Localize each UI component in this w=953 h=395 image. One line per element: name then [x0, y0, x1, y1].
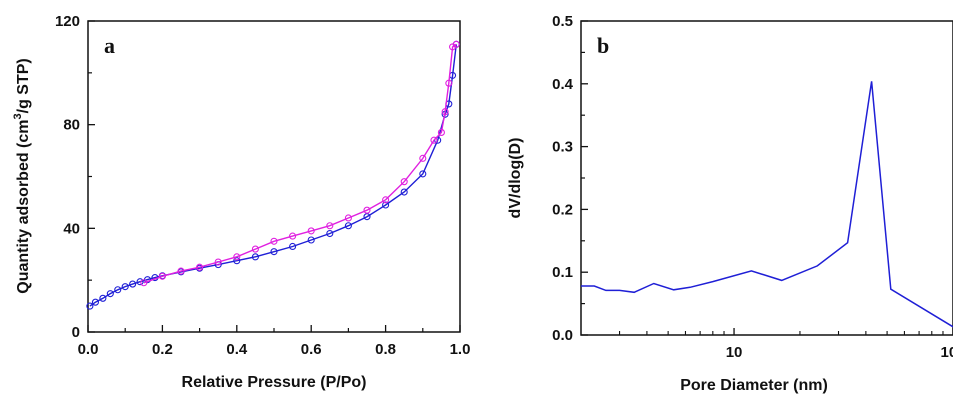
desorption-point [441, 108, 449, 116]
desorption-point [289, 232, 297, 240]
adsorption-point [419, 170, 427, 178]
adsorption-point [114, 286, 122, 294]
desorption-point [400, 178, 408, 186]
adsorption-point [86, 302, 94, 310]
panel-b-series [581, 81, 953, 328]
panel-b-x-tick-label: 100 [940, 344, 953, 361]
panel-b-frame [580, 20, 953, 336]
panel-a-y-title-main: Quantity adsorbed (cm [15, 119, 32, 293]
desorption-point [344, 214, 352, 222]
panel-a-x-axis-title: Relative Pressure (P/Po) [182, 374, 367, 391]
panel-b-y-tick-label: 0.3 [552, 139, 573, 156]
adsorption-line [89, 44, 457, 307]
panel-b-chart: 10 100 0.0 0.1 0.2 0.3 0.4 0.5 b Pore Diameter … [507, 13, 953, 394]
adsorption-point [270, 248, 278, 256]
panel-a-chart: 0.0 0.2 0.4 0.6 0.8 1.0 0 40 80 120 a Relative Pr… [12, 13, 470, 391]
adsorption-point [289, 242, 297, 251]
panel-a-x-tick-label: 0.2 [152, 341, 173, 358]
panel-a-x-tick-label: 1.0 [450, 341, 471, 358]
panel-a-x-tick-label: 0.4 [226, 341, 248, 358]
adsorption-point [233, 257, 241, 265]
panel-a-ticks: 0.0 0.2 0.4 0.6 0.8 1.0 0 40 80 120 [55, 13, 470, 358]
panel-a-y-title-sup: 3 [12, 113, 24, 119]
adsorption-point [121, 283, 129, 291]
panel-a-x-tick-label: 0.6 [301, 341, 322, 358]
desorption-point [430, 136, 438, 144]
panel-a-y-tick-label: 0 [72, 324, 80, 341]
adsorption-point [251, 253, 259, 261]
adsorption-point [106, 290, 114, 298]
adsorption-point [344, 222, 352, 230]
desorption-line [143, 43, 457, 284]
desorption-point [363, 206, 371, 214]
panel-a-label: a [104, 33, 115, 58]
desorption-point [445, 79, 453, 87]
panel-b-y-tick-label: 0.4 [552, 76, 574, 93]
adsorption-point [91, 298, 99, 306]
panel-a-x-tick-label: 0.0 [78, 341, 99, 358]
adsorption-point [326, 229, 334, 238]
adsorption-point [136, 278, 144, 286]
panel-a-y-tick-label: 40 [63, 220, 80, 237]
desorption-point [419, 154, 427, 162]
adsorption-point [99, 294, 107, 302]
panel-b-y-axis-title: dV/dlog(D) [507, 138, 524, 219]
panel-a-y-tick-label: 80 [63, 117, 80, 134]
panel-b-y-tick-label: 0.1 [552, 264, 573, 281]
desorption-point [382, 196, 390, 204]
panel-b-ticks: 10 100 0.0 0.1 0.2 0.3 0.4 0.5 [552, 13, 953, 361]
desorption-point [449, 43, 457, 51]
panel-a-y-title-tail: /g STP) [15, 58, 32, 113]
adsorption-point [400, 188, 408, 196]
desorption-point [177, 267, 185, 275]
pore-distribution-line [581, 81, 953, 328]
panel-b-x-tick-label: 10 [726, 344, 743, 361]
desorption-point [158, 272, 166, 280]
desorption-point [196, 263, 204, 271]
panel-b-x-axis-title: Pore Diameter (nm) [680, 377, 828, 394]
desorption-point [233, 253, 241, 261]
panel-a-series [86, 40, 460, 310]
desorption-point [437, 128, 445, 136]
panel-a-x-tick-label: 0.8 [375, 341, 396, 358]
adsorption-point [307, 236, 315, 244]
adsorption-point [382, 201, 390, 209]
panel-b-label: b [597, 33, 609, 58]
desorption-point [214, 258, 222, 266]
desorption-point [326, 222, 334, 230]
desorption-point [251, 245, 259, 253]
panel-a-y-axis-title: Quantity adsorbed (cm3/g STP) [12, 58, 32, 293]
adsorption-point [129, 280, 137, 288]
panel-b-y-tick-label: 0.2 [552, 201, 573, 218]
panel-a-y-tick-label: 120 [55, 13, 80, 30]
panel-b-y-tick-label: 0.5 [552, 13, 573, 30]
desorption-point [270, 237, 278, 245]
desorption-point [307, 227, 315, 235]
desorption-point [140, 279, 148, 287]
panel-b-y-tick-label: 0.0 [552, 327, 573, 344]
